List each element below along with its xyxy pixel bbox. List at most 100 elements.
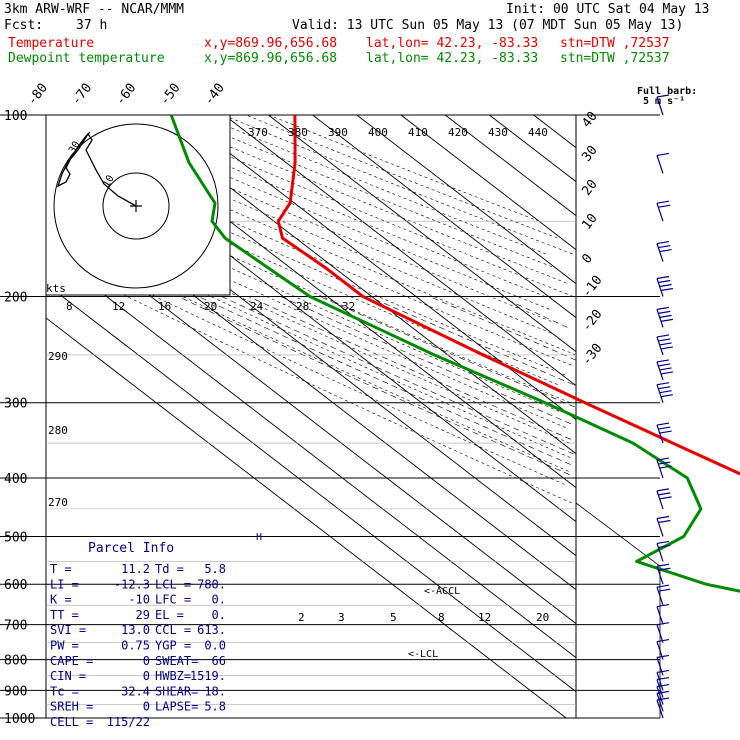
wind-barb-staff bbox=[656, 361, 664, 381]
wind-barb bbox=[656, 359, 673, 381]
theta-label: 390 bbox=[328, 126, 348, 139]
wind-barb-flag bbox=[656, 359, 670, 363]
hodograph-speed-tick: 28 bbox=[296, 300, 309, 313]
theta-label: 370 bbox=[248, 126, 268, 139]
parcel-value: 5.8 bbox=[204, 562, 226, 576]
mixing-ratio-label: 20 bbox=[536, 611, 549, 624]
parcel-value: 0 bbox=[143, 700, 150, 714]
theta-left-label: 270 bbox=[48, 496, 68, 509]
pressure-label-700: 700 bbox=[4, 619, 27, 634]
wind-barb-flag bbox=[656, 654, 670, 659]
dry-adiabat-line bbox=[75, 162, 566, 376]
parcel-value: 32.4 bbox=[121, 684, 150, 698]
wind-barb-staff bbox=[656, 543, 664, 562]
parcel-key: PW = bbox=[50, 639, 79, 653]
dry-adiabat-line bbox=[50, 220, 571, 458]
isotherm-line bbox=[312, 114, 577, 318]
legend-temperature-station: stn=DTW ,72537 bbox=[560, 36, 670, 51]
wind-barb bbox=[656, 676, 670, 698]
wind-barb-flag bbox=[659, 430, 672, 434]
parcel-key: CIN = bbox=[50, 669, 86, 683]
wind-barb-flag bbox=[659, 496, 672, 500]
parcel-info-title: Parcel Info bbox=[88, 541, 174, 556]
wind-barb-flag bbox=[658, 492, 671, 496]
parcel-value: 29 bbox=[136, 608, 150, 622]
moist-adiabat-line bbox=[248, 296, 571, 440]
parcel-value: 613. bbox=[197, 623, 226, 637]
wind-barb-flag bbox=[658, 588, 671, 592]
wind-barb-staff bbox=[656, 679, 664, 698]
wind-barb-staff bbox=[656, 336, 664, 356]
dry-adiabat-line bbox=[72, 139, 577, 356]
hodograph-speed-tick: 24 bbox=[250, 300, 264, 313]
barb-units: 5 m s⁻¹ bbox=[643, 96, 685, 107]
parcel-key: SREH = bbox=[50, 700, 93, 714]
isotherm-line bbox=[45, 283, 577, 692]
pressure-label-800: 800 bbox=[4, 654, 27, 669]
theta-left-label: 280 bbox=[48, 424, 68, 437]
wind-barb-flag bbox=[656, 515, 670, 520]
isotherm-label: -20 bbox=[579, 307, 605, 335]
wind-barb-flag bbox=[656, 584, 670, 588]
parcel-key: CELL = bbox=[50, 715, 93, 729]
wind-barb-staff bbox=[656, 278, 664, 297]
hodograph-speed-tick: 32 bbox=[342, 300, 355, 313]
init-time: Init: 00 UTC Sat 04 May 13 bbox=[506, 2, 710, 17]
wind-barb-flag bbox=[658, 310, 671, 314]
wind-barb-flag bbox=[656, 334, 670, 338]
isotherm-line bbox=[223, 114, 577, 386]
parcel-value: 13.0 bbox=[121, 623, 150, 637]
wind-barb-staff bbox=[656, 606, 664, 625]
wind-barb-flag bbox=[658, 567, 671, 571]
wind-barb-flag bbox=[656, 488, 670, 492]
wind-barb-staff bbox=[656, 309, 664, 328]
parcel-key: Tc = bbox=[50, 684, 79, 698]
pressure-label-600: 600 bbox=[4, 578, 27, 593]
theta-label: 410 bbox=[408, 126, 428, 139]
parcel-value: 11.2 bbox=[121, 562, 150, 576]
wind-barb-staff bbox=[656, 566, 664, 585]
wind-barb-flag bbox=[658, 338, 671, 342]
moist-adiabat-line bbox=[178, 296, 570, 475]
isotherm-label: -70 bbox=[69, 81, 95, 109]
isotherm-label: 0 bbox=[579, 251, 596, 266]
parcel-value: 0 bbox=[143, 669, 150, 683]
wind-barb-flag bbox=[656, 669, 670, 674]
wind-barb-flag bbox=[659, 367, 672, 371]
isotherm-label: -40 bbox=[202, 81, 228, 109]
isotherm-label: 30 bbox=[579, 143, 600, 165]
wind-barb-flag bbox=[660, 318, 673, 322]
wind-barb bbox=[656, 654, 670, 676]
mixing-ratio-label: 8 bbox=[438, 611, 445, 624]
pressure-label-300: 300 bbox=[4, 397, 27, 412]
parcel-key: TT = bbox=[50, 608, 79, 622]
hodograph-speed-tick: 12 bbox=[112, 300, 125, 313]
dry-adiabat-line bbox=[268, 114, 540, 222]
parcel-key: YGP = bbox=[155, 639, 191, 653]
parcel-key: CAPE = bbox=[50, 654, 93, 668]
mixing-ratio-label: 5 bbox=[390, 611, 397, 624]
wind-barb-flag bbox=[658, 519, 671, 524]
pressure-label-400: 400 bbox=[4, 472, 27, 487]
dry-adiabat-line bbox=[177, 114, 558, 270]
wind-barb bbox=[656, 275, 673, 297]
parcel-key: LAPSE= bbox=[155, 700, 198, 714]
parcel-key: LCL = bbox=[155, 577, 191, 591]
wind-barb-flag bbox=[658, 244, 671, 249]
wind-barb-flag bbox=[656, 457, 670, 461]
wind-barb-staff bbox=[656, 490, 664, 510]
moist-adiabat-line bbox=[198, 296, 571, 465]
hodograph-trace bbox=[56, 131, 137, 207]
theta-label: 420 bbox=[448, 126, 468, 139]
parcel-key: K = bbox=[50, 593, 72, 607]
wind-barb bbox=[656, 584, 671, 606]
theta-label: 430 bbox=[488, 126, 508, 139]
isotherm-line bbox=[179, 114, 577, 420]
isotherm-label: -50 bbox=[157, 81, 183, 109]
isotherm-line bbox=[356, 114, 577, 284]
wind-barb-flag bbox=[659, 248, 672, 253]
legend-dewpoint-latlon: lat,lon= 42.23, -83.33 bbox=[366, 51, 539, 66]
wind-barb-flag bbox=[656, 563, 670, 567]
hodograph-speed-tick: 8 bbox=[66, 300, 73, 313]
wind-barb-staff bbox=[656, 641, 664, 660]
